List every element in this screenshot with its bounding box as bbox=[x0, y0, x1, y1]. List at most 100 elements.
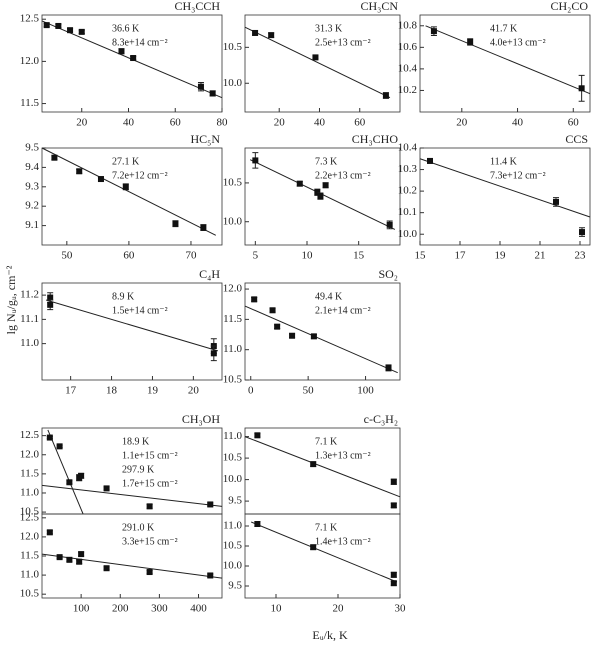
fit-line bbox=[419, 158, 591, 218]
y-tick-label: 11.2 bbox=[20, 289, 39, 301]
y-tick-label: 10.4 bbox=[398, 62, 418, 74]
data-point bbox=[47, 301, 54, 308]
y-tick-label: 10.1 bbox=[398, 206, 417, 218]
y-tick-label: 11.0 bbox=[20, 487, 39, 499]
x-tick-label: 18 bbox=[106, 385, 118, 397]
data-point bbox=[103, 485, 110, 492]
data-point bbox=[385, 364, 392, 371]
x-tick-label: 400 bbox=[190, 603, 207, 615]
data-point bbox=[312, 54, 319, 61]
data-point bbox=[76, 558, 83, 565]
y-tick-label: 10.0 bbox=[398, 228, 418, 240]
y-tick-label: 10.4 bbox=[398, 142, 418, 154]
x-tick-label: 10 bbox=[302, 250, 314, 262]
panel-title: C₄H bbox=[199, 267, 220, 281]
data-point bbox=[46, 434, 53, 441]
fit-line bbox=[47, 429, 84, 515]
plot-frame bbox=[244, 513, 401, 599]
x-tick-label: 200 bbox=[112, 603, 129, 615]
y-tick-label: 11.0 bbox=[20, 569, 39, 581]
annotation: 27.1 K bbox=[112, 156, 140, 167]
x-tick-label: 20 bbox=[456, 117, 468, 129]
annotation: 2.5e+13 cm⁻² bbox=[315, 37, 371, 48]
y-tick-label: 10.0 bbox=[223, 560, 243, 572]
data-point bbox=[254, 432, 261, 439]
data-point bbox=[67, 27, 74, 34]
data-point bbox=[390, 571, 397, 578]
y-tick-label: 10.0 bbox=[223, 77, 243, 89]
annotation: 1.1e+15 cm⁻² bbox=[122, 450, 178, 461]
y-tick-label: 9.4 bbox=[25, 161, 39, 173]
y-tick-label: 10.8 bbox=[398, 19, 418, 31]
x-tick-label: 100 bbox=[357, 385, 374, 397]
data-point bbox=[118, 48, 125, 55]
data-point bbox=[207, 501, 214, 508]
data-point bbox=[56, 443, 63, 450]
y-tick-label: 9.2 bbox=[25, 200, 39, 212]
annotation: 291.0 K bbox=[122, 522, 155, 533]
fit-line bbox=[244, 26, 391, 99]
annotation: 41.7 K bbox=[490, 23, 518, 34]
data-point bbox=[289, 332, 296, 339]
data-point bbox=[314, 189, 321, 196]
panel-title: CH₃CN bbox=[360, 0, 398, 13]
annotation: 1.7e+15 cm⁻² bbox=[122, 478, 178, 489]
x-tick-label: 50 bbox=[61, 250, 73, 262]
data-point bbox=[310, 544, 317, 551]
data-point bbox=[274, 323, 281, 330]
data-point bbox=[172, 220, 179, 227]
y-tick-label: 10.5 bbox=[20, 506, 40, 518]
y-tick-label: 10.3 bbox=[398, 163, 418, 175]
y-tick-label: 11.0 bbox=[223, 430, 242, 442]
x-tick-label: 50 bbox=[303, 385, 315, 397]
x-tick-label: 40 bbox=[512, 117, 524, 129]
x-tick-label: 70 bbox=[185, 250, 197, 262]
x-tick-label: 60 bbox=[568, 117, 580, 129]
x-tick-label: 30 bbox=[395, 603, 407, 615]
x-tick-label: 21 bbox=[535, 250, 546, 262]
y-tick-label: 11.0 bbox=[223, 520, 242, 532]
data-point bbox=[579, 229, 585, 236]
x-tick-label: 17 bbox=[65, 385, 77, 397]
y-tick-label: 12.5 bbox=[20, 13, 40, 25]
annotation: 7.1 K bbox=[315, 436, 338, 447]
y-tick-label: 10.5 bbox=[223, 452, 243, 464]
data-point bbox=[66, 556, 73, 563]
data-point bbox=[43, 22, 50, 29]
x-tick-label: 15 bbox=[353, 250, 365, 262]
x-tick-label: 19 bbox=[495, 250, 507, 262]
data-point bbox=[252, 157, 259, 164]
panel-title: CH₂CO bbox=[550, 0, 588, 13]
annotation: 18.9 K bbox=[122, 436, 150, 447]
panel-title: CH₃CCH bbox=[174, 0, 220, 13]
data-point bbox=[467, 38, 474, 45]
data-point bbox=[78, 472, 85, 479]
x-tick-label: 60 bbox=[123, 250, 135, 262]
plot-frame bbox=[244, 282, 401, 381]
data-point bbox=[269, 307, 276, 314]
data-point bbox=[390, 502, 397, 509]
annotation: 36.6 K bbox=[112, 23, 140, 34]
plot-frame bbox=[41, 147, 223, 246]
data-point bbox=[78, 551, 85, 558]
plot-frame bbox=[419, 14, 591, 113]
data-point bbox=[209, 90, 216, 97]
data-point bbox=[382, 92, 389, 99]
x-tick-label: 20 bbox=[274, 117, 286, 129]
x-tick-label: 10 bbox=[271, 603, 283, 615]
x-tick-label: 15 bbox=[415, 250, 427, 262]
data-point bbox=[210, 350, 217, 357]
fit-line bbox=[251, 521, 398, 583]
data-point bbox=[310, 333, 317, 340]
data-point bbox=[390, 478, 397, 485]
annotation: 7.3e+12 cm⁻² bbox=[490, 170, 546, 181]
panel-title: c-C₃H₂ bbox=[364, 412, 398, 426]
data-point bbox=[55, 22, 62, 29]
y-tick-label: 10.5 bbox=[223, 41, 243, 53]
data-point bbox=[268, 32, 275, 39]
x-tick-label: 19 bbox=[147, 385, 159, 397]
plot-frame bbox=[244, 14, 401, 113]
data-point bbox=[78, 28, 85, 35]
x-tick-label: 60 bbox=[354, 117, 366, 129]
